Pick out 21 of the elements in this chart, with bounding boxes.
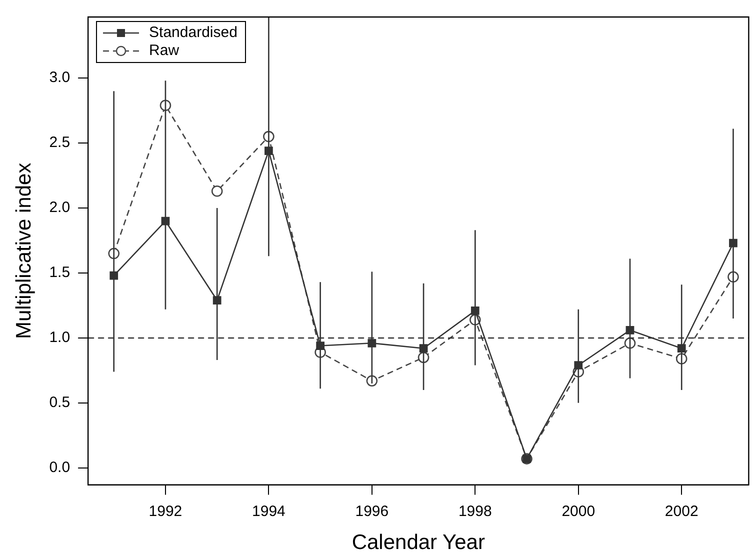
x-tick-label: 1996 — [355, 502, 389, 520]
x-tick-label: 2000 — [562, 502, 596, 520]
legend-label: Raw — [149, 42, 180, 60]
x-tick-label: 1992 — [148, 502, 182, 520]
legend-label: Standardised — [149, 24, 238, 42]
y-tick-label: 3.0 — [49, 69, 70, 86]
y-tick-label: 2.5 — [49, 134, 70, 152]
x-tick-label: 1994 — [252, 502, 286, 520]
x-axis-title: Calendar Year — [352, 531, 485, 554]
y-tick-label: 0.5 — [49, 394, 70, 412]
y-tick-label: 1.5 — [49, 264, 70, 282]
x-tick-label: 1998 — [458, 502, 492, 520]
x-tick-label: 2002 — [664, 502, 698, 520]
point — [211, 185, 223, 197]
y-tick-label: 0.0 — [49, 459, 70, 476]
point — [366, 375, 378, 386]
y-tick-label: 1.0 — [49, 329, 70, 346]
point — [368, 338, 376, 348]
y-tick-label: 2.0 — [49, 199, 70, 216]
y-axis-title: Multiplicative index — [12, 162, 36, 340]
point — [212, 296, 222, 304]
